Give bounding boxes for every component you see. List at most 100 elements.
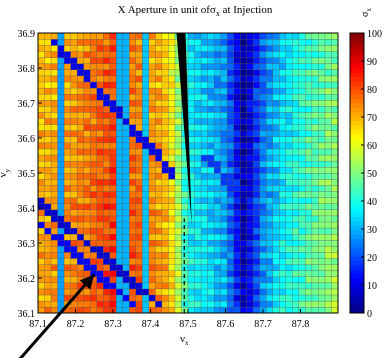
heatmap-cell	[324, 258, 332, 265]
heatmap-cell	[200, 69, 209, 77]
heatmap-cell	[298, 160, 306, 168]
heatmap-cell	[226, 142, 235, 150]
heatmap-cell	[76, 63, 85, 70]
colorbar-segment	[350, 89, 364, 95]
heatmap-cell	[266, 81, 274, 89]
heatmap-cell	[122, 87, 130, 95]
heatmap-cell	[226, 191, 235, 198]
heatmap-cell	[239, 118, 248, 125]
heatmap-cell	[76, 69, 85, 77]
heatmap-cell	[253, 38, 261, 46]
heatmap-cell	[200, 258, 209, 265]
heatmap-cell	[253, 148, 261, 156]
heatmap-cell	[168, 69, 176, 77]
heatmap-cell	[305, 38, 313, 46]
heatmap-cell	[57, 245, 65, 253]
heatmap-cell	[226, 154, 235, 162]
heatmap-cell	[207, 87, 215, 95]
heatmap-cell	[109, 264, 117, 271]
heatmap-cell	[259, 172, 267, 180]
heatmap-cell	[83, 51, 91, 58]
heatmap-cell	[279, 130, 287, 137]
heatmap-cell	[259, 154, 267, 162]
heatmap-cell	[161, 209, 169, 217]
heatmap-cell	[50, 264, 59, 271]
heatmap-cell	[63, 282, 72, 290]
heatmap-cell	[129, 63, 137, 70]
heatmap-cell	[318, 105, 326, 113]
colorbar-tick-label: 100	[367, 29, 382, 40]
heatmap-cell	[135, 51, 143, 58]
heatmap-cell	[57, 51, 65, 58]
heatmap-cell	[96, 294, 104, 302]
heatmap-cell	[50, 227, 59, 235]
heatmap-cell	[155, 172, 163, 180]
heatmap-cell	[83, 124, 91, 131]
heatmap-cell	[103, 209, 111, 217]
heatmap-cell	[331, 111, 339, 119]
heatmap-cell	[259, 221, 267, 229]
heatmap-cell	[109, 209, 117, 217]
heatmap-cell	[226, 87, 235, 95]
heatmap-cell	[76, 51, 85, 58]
heatmap-cell	[200, 136, 209, 144]
heatmap-cell	[89, 38, 98, 46]
heatmap-cell	[298, 239, 306, 247]
heatmap-cell	[253, 63, 261, 70]
heatmap-cell	[259, 239, 267, 247]
heatmap-cell	[292, 124, 300, 131]
heatmap-cell	[103, 203, 111, 210]
heatmap-cell	[96, 264, 104, 271]
heatmap-cell	[142, 172, 150, 180]
heatmap-cell	[298, 105, 306, 113]
heatmap-cell	[253, 258, 261, 265]
heatmap-cell	[187, 221, 195, 229]
heatmap-cell	[233, 184, 241, 192]
heatmap-cell	[292, 44, 300, 52]
heatmap-cell	[148, 251, 156, 259]
heatmap-cell	[109, 294, 117, 302]
heatmap-cell	[207, 227, 215, 235]
colorbar-tick-label: 0	[367, 309, 372, 320]
heatmap-cell	[116, 203, 124, 210]
heatmap-cell	[155, 233, 163, 241]
colorbar-segment	[350, 221, 364, 226]
heatmap-cell	[83, 148, 91, 156]
heatmap-cell	[305, 32, 313, 40]
heatmap-cell	[305, 221, 313, 229]
heatmap-cell	[135, 130, 143, 137]
heatmap-cell	[50, 209, 59, 217]
heatmap-cell	[220, 258, 228, 265]
heatmap-cell	[272, 32, 280, 40]
heatmap-cell	[63, 69, 72, 77]
heatmap-cell	[213, 81, 222, 89]
colorbar-segment	[350, 72, 364, 78]
heatmap-cell	[89, 160, 98, 168]
heatmap-cell	[135, 300, 143, 308]
heatmap-cell	[298, 282, 306, 290]
heatmap-cell	[272, 99, 280, 107]
heatmap-cell	[76, 124, 85, 131]
heatmap-cell	[226, 75, 235, 83]
heatmap-cell	[116, 111, 124, 119]
heatmap-cell	[155, 221, 163, 229]
heatmap-cell	[63, 245, 72, 253]
heatmap-cell	[109, 166, 117, 174]
heatmap-cell	[194, 130, 202, 137]
heatmap-cell	[129, 142, 137, 150]
heatmap-cell	[76, 258, 85, 265]
heatmap-cell	[181, 233, 189, 241]
heatmap-cell	[57, 124, 65, 131]
heatmap-cell	[142, 233, 150, 241]
heatmap-cell	[168, 44, 176, 52]
heatmap-cell	[220, 233, 228, 241]
heatmap-cell	[207, 57, 215, 64]
heatmap-cell	[226, 105, 235, 113]
heatmap-cell	[318, 148, 326, 156]
heatmap-cell	[148, 44, 156, 52]
heatmap-cell	[246, 93, 254, 101]
heatmap-cell	[109, 172, 117, 180]
heatmap-cell	[272, 118, 280, 125]
heatmap-cell	[37, 178, 45, 186]
heatmap-cell	[213, 227, 222, 235]
